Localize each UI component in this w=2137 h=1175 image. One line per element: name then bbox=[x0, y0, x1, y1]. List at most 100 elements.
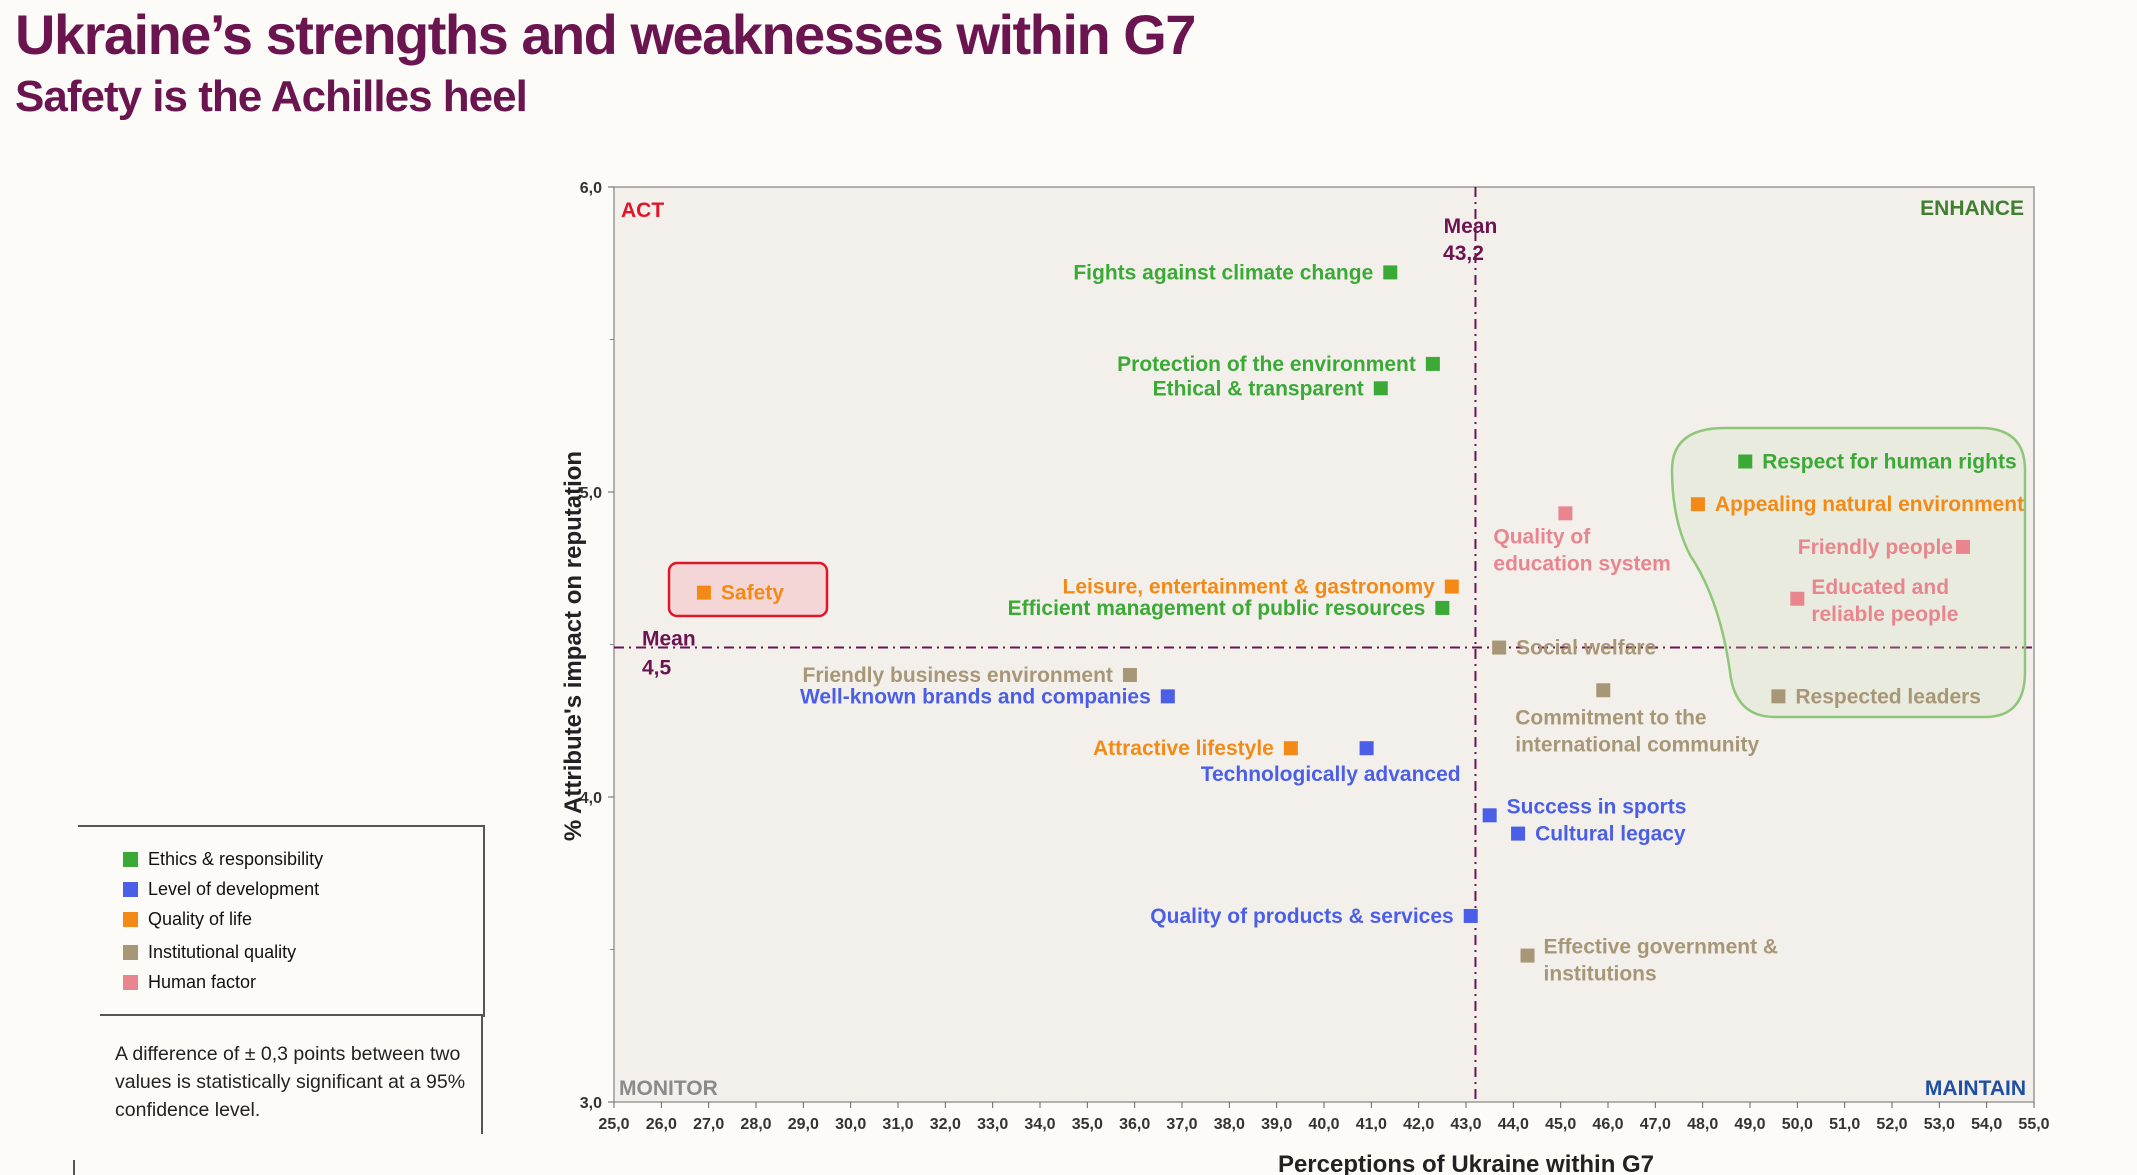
mean-lines: Mean 43,2 Mean 4,5 bbox=[614, 187, 2034, 1102]
x-tick-label: 44,0 bbox=[1498, 1116, 1529, 1133]
y-tick-label: 4,0 bbox=[580, 790, 602, 807]
data-label: Efficient management of public resources bbox=[1008, 597, 1426, 620]
x-tick-label: 39,0 bbox=[1261, 1116, 1292, 1133]
data-point bbox=[1122, 668, 1137, 682]
x-tick-label: 51,0 bbox=[1829, 1116, 1860, 1133]
data-point bbox=[1771, 689, 1786, 704]
data-point bbox=[1425, 356, 1440, 371]
x-tick-label: 52,0 bbox=[1876, 1116, 1907, 1133]
legend-swatch bbox=[123, 911, 138, 927]
legend: Ethics & responsibility Level of developm… bbox=[78, 825, 485, 1017]
data-label: Leisure, entertainment & gastronomy bbox=[1063, 576, 1436, 599]
data-point bbox=[1160, 689, 1175, 704]
data-label: international community bbox=[1515, 733, 1759, 756]
highlights bbox=[667, 426, 2027, 719]
axes: 25,0 26,0 27,0 28,0 29,0 30,0 31,0 32,0 33,0 34,0… bbox=[580, 180, 2050, 1133]
data-label: Fights against climate change bbox=[1073, 261, 1373, 284]
x-tick-label: 35,0 bbox=[1072, 1116, 1103, 1133]
note-divider bbox=[481, 1014, 483, 1134]
legend-swatch bbox=[123, 974, 138, 990]
data-label: Ethical & transparent bbox=[1153, 377, 1364, 400]
data-point bbox=[1956, 539, 1970, 554]
data-point bbox=[1283, 741, 1298, 756]
data-point bbox=[1790, 591, 1805, 606]
data-label: reliable people bbox=[1811, 603, 1958, 626]
y-axis-label: % Attribute's impact on reputation bbox=[560, 451, 587, 841]
x-tick-label: 37,0 bbox=[1166, 1116, 1197, 1133]
data-point bbox=[1558, 506, 1573, 521]
mean-y-label: Mean bbox=[642, 628, 696, 651]
data-label: Success in sports bbox=[1507, 795, 1687, 818]
data-label: Technologically advanced bbox=[1201, 763, 1461, 786]
legend-item: Institutional quality bbox=[123, 940, 296, 964]
legend-item: Ethics & responsibility bbox=[123, 847, 323, 871]
legend-label: Level of development bbox=[148, 878, 320, 899]
x-tick-label: 53,0 bbox=[1924, 1116, 1955, 1133]
x-tick-label: 36,0 bbox=[1119, 1116, 1150, 1133]
data-label: Educated and bbox=[1811, 576, 1949, 599]
data-point bbox=[1738, 454, 1753, 469]
legend-label: Institutional quality bbox=[148, 941, 297, 962]
x-tick-label: 25,0 bbox=[598, 1116, 629, 1133]
data-label: Protection of the environment bbox=[1117, 353, 1416, 376]
x-tick-label: 27,0 bbox=[693, 1116, 724, 1133]
y-tick-label: 3,0 bbox=[580, 1095, 602, 1112]
data-label: Friendly business environment bbox=[803, 664, 1113, 687]
data-point bbox=[1463, 908, 1478, 923]
x-tick-label: 47,0 bbox=[1640, 1116, 1671, 1133]
data-point bbox=[1520, 948, 1535, 963]
x-tick-label: 31,0 bbox=[882, 1116, 913, 1133]
x-tick-label: 48,0 bbox=[1687, 1116, 1718, 1133]
quadrant-enhance: ENHANCE bbox=[1920, 197, 2024, 220]
data-points: Fights against climate change Protection … bbox=[696, 261, 2024, 986]
data-label: Friendly people bbox=[1798, 536, 1953, 559]
legend-swatch bbox=[123, 881, 138, 897]
quadrant-act: ACT bbox=[621, 199, 664, 222]
data-label: Effective government & bbox=[1544, 936, 1779, 959]
quadrant-maintain: MAINTAIN bbox=[1925, 1077, 2026, 1100]
x-tick-label: 34,0 bbox=[1024, 1116, 1055, 1133]
data-label: Well-known brands and companies bbox=[800, 685, 1151, 708]
legend-item: Human factor bbox=[123, 970, 256, 994]
x-tick-label: 54,0 bbox=[1971, 1116, 2002, 1133]
x-tick-label: 42,0 bbox=[1403, 1116, 1434, 1133]
data-point bbox=[1373, 381, 1388, 396]
legend-label: Quality of life bbox=[148, 908, 253, 929]
data-point bbox=[696, 585, 711, 600]
x-tick-label: 40,0 bbox=[1308, 1116, 1339, 1133]
strengths-highlight bbox=[1670, 426, 2027, 719]
x-axis-label: Perceptions of Ukraine within G7 bbox=[1278, 1151, 1654, 1175]
data-label: Respected leaders bbox=[1795, 685, 1981, 708]
legend-divider bbox=[100, 1014, 483, 1016]
data-label: Quality of products & services bbox=[1150, 905, 1453, 928]
legend-swatch bbox=[123, 944, 138, 960]
x-tick-label: 30,0 bbox=[835, 1116, 866, 1133]
data-label: Cultural legacy bbox=[1535, 823, 1686, 846]
quadrant-monitor: MONITOR bbox=[619, 1077, 718, 1100]
x-tick-label: 28,0 bbox=[740, 1116, 771, 1133]
x-tick-label: 32,0 bbox=[930, 1116, 961, 1133]
data-label: Social welfare bbox=[1516, 637, 1656, 660]
data-point bbox=[1492, 640, 1507, 655]
data-label: Quality of bbox=[1493, 525, 1591, 548]
data-point bbox=[1383, 265, 1398, 280]
corner-divider bbox=[73, 1160, 75, 1175]
significance-note: A difference of ± 0,3 points between two… bbox=[115, 1043, 466, 1121]
data-point bbox=[1596, 683, 1611, 698]
legend-item: Level of development bbox=[123, 877, 319, 901]
page-subtitle: Safety is the Achilles heel bbox=[15, 72, 528, 121]
page-title: Ukraine’s strengths and weaknesses withi… bbox=[15, 3, 1196, 66]
legend-swatch bbox=[123, 851, 138, 867]
data-point bbox=[1359, 741, 1374, 756]
data-label: Safety bbox=[721, 582, 784, 605]
data-label: Appealing natural environment bbox=[1715, 493, 2024, 516]
x-tick-label: 41,0 bbox=[1356, 1116, 1387, 1133]
x-tick-label: 46,0 bbox=[1592, 1116, 1623, 1133]
quadrant-labels: ACT ENHANCE MONITOR MAINTAIN bbox=[619, 197, 2026, 1100]
x-tick-label: 26,0 bbox=[646, 1116, 677, 1133]
data-point bbox=[1435, 600, 1450, 615]
y-tick-label: 5,0 bbox=[580, 485, 602, 502]
data-label: Commitment to the bbox=[1515, 706, 1706, 729]
